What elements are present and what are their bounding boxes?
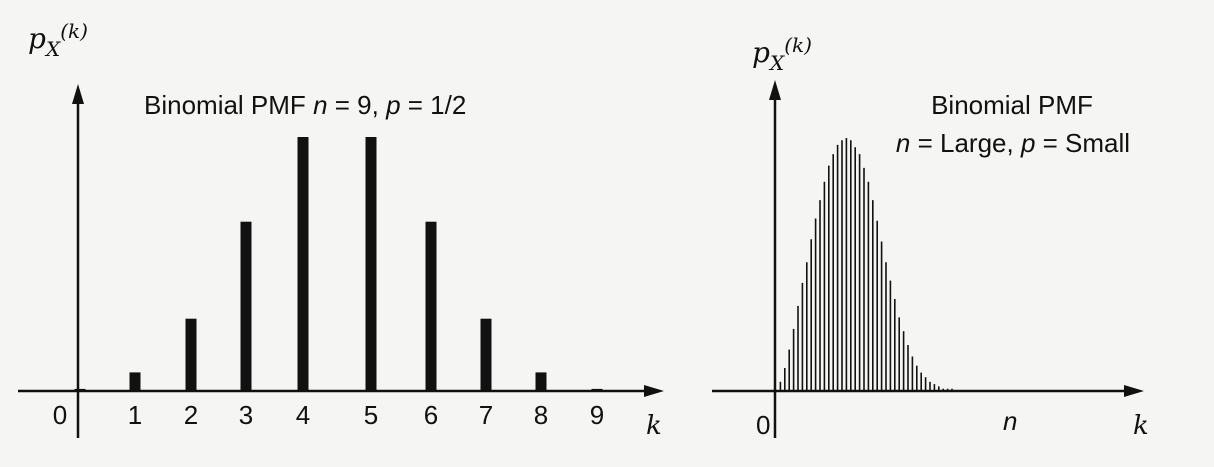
left-x-axis-label: k <box>646 411 662 441</box>
left-bar-k2 <box>185 318 197 391</box>
left-bar-k4 <box>297 137 309 391</box>
left-y-axis-label: pX(k) <box>28 19 88 61</box>
left-chart: pX(k) Binomial PMF n = 9, p = 1/2 0 1 2 3 4 5… <box>18 19 664 441</box>
right-y-axis-label: pX(k) <box>752 33 812 75</box>
left-tick-label-4: 4 <box>296 400 310 430</box>
right-bars <box>779 138 953 391</box>
right-x-origin-label: 0 <box>756 410 770 440</box>
right-y-axis-arrow <box>769 80 781 100</box>
left-tick-label-5: 5 <box>364 400 378 430</box>
left-tick-label-1: 1 <box>128 400 142 430</box>
left-bar-k1 <box>129 372 141 391</box>
right-x-axis-label: k <box>1133 411 1149 441</box>
left-tick-label-8: 8 <box>534 400 548 430</box>
left-bar-k5 <box>365 137 377 391</box>
left-tick-label-6: 6 <box>424 400 438 430</box>
left-tick-label-9: 9 <box>590 400 604 430</box>
left-tick-label-0: 0 <box>53 400 67 430</box>
left-bar-k3 <box>240 221 252 391</box>
right-chart: pX(k) Binomial PMF n = Large, p = Small … <box>712 33 1149 441</box>
left-bar-k7 <box>480 318 492 391</box>
right-chart-title-line1: Binomial PMF <box>931 90 1093 120</box>
left-tick-label-2: 2 <box>184 400 198 430</box>
left-y-axis-arrow <box>72 84 84 104</box>
right-x-axis-arrow <box>1124 385 1144 397</box>
left-tick-label-3: 3 <box>239 400 253 430</box>
right-x-n-label: n <box>1003 406 1017 436</box>
left-bar-k6 <box>425 221 437 391</box>
left-chart-title: Binomial PMF n = 9, p = 1/2 <box>144 90 466 120</box>
left-tick-labels: 0 1 2 3 4 5 6 7 8 9 <box>53 400 604 430</box>
right-chart-title-line2: n = Large, p = Small <box>896 128 1130 158</box>
left-bar-k8 <box>535 372 547 391</box>
left-x-axis-arrow <box>644 385 664 397</box>
left-tick-label-7: 7 <box>479 400 493 430</box>
left-bars <box>74 137 603 391</box>
